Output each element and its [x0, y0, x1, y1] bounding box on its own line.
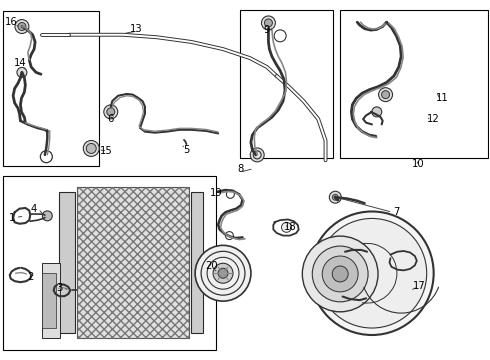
Circle shape — [195, 246, 251, 301]
Text: 15: 15 — [99, 146, 112, 156]
Circle shape — [329, 191, 341, 203]
Text: 6: 6 — [108, 114, 114, 124]
Text: 5: 5 — [183, 144, 190, 154]
Text: 14: 14 — [14, 58, 27, 68]
Text: 7: 7 — [393, 207, 399, 217]
Text: 2: 2 — [27, 272, 33, 282]
Circle shape — [17, 67, 27, 77]
Circle shape — [42, 211, 52, 221]
Bar — [340, 10, 488, 158]
Text: 16: 16 — [5, 17, 18, 27]
Text: 19: 19 — [210, 188, 223, 198]
Circle shape — [322, 256, 358, 292]
Circle shape — [104, 105, 118, 119]
Circle shape — [282, 222, 292, 232]
Bar — [3, 176, 216, 350]
Circle shape — [332, 194, 338, 200]
Circle shape — [213, 263, 233, 283]
Circle shape — [372, 107, 382, 117]
Bar — [3, 12, 98, 166]
Bar — [42, 273, 56, 328]
Text: 3: 3 — [56, 283, 63, 293]
Circle shape — [382, 91, 390, 99]
Circle shape — [262, 16, 275, 30]
Circle shape — [218, 268, 228, 278]
Bar — [59, 192, 74, 333]
Text: 13: 13 — [130, 24, 143, 35]
Circle shape — [15, 19, 29, 33]
Bar — [76, 187, 189, 338]
Bar — [76, 187, 189, 338]
Text: 1: 1 — [8, 213, 15, 222]
Text: 12: 12 — [427, 114, 440, 124]
Text: 18: 18 — [284, 222, 296, 231]
Text: 20: 20 — [205, 261, 218, 271]
Circle shape — [332, 266, 348, 282]
Circle shape — [107, 108, 115, 116]
Circle shape — [317, 219, 427, 328]
Circle shape — [379, 88, 392, 102]
Text: 8: 8 — [237, 164, 243, 174]
Text: 10: 10 — [412, 159, 425, 169]
Text: 17: 17 — [414, 281, 426, 291]
Circle shape — [302, 236, 378, 312]
Circle shape — [312, 246, 368, 302]
Text: 9: 9 — [264, 25, 270, 35]
Text: 4: 4 — [31, 204, 37, 214]
Circle shape — [250, 148, 264, 162]
Circle shape — [18, 23, 26, 31]
Circle shape — [310, 211, 434, 335]
Bar — [191, 192, 203, 333]
Circle shape — [83, 140, 99, 156]
Bar — [42, 263, 60, 338]
Circle shape — [86, 144, 96, 153]
Text: 11: 11 — [436, 93, 449, 103]
Bar — [240, 10, 333, 158]
Circle shape — [265, 19, 272, 27]
